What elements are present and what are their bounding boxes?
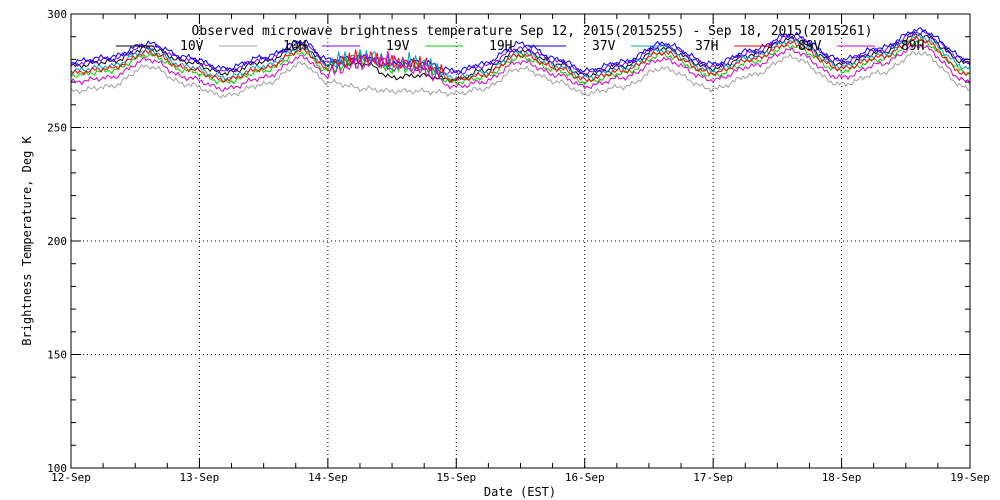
legend-label-37v: 37V	[592, 39, 616, 54]
x-axis-label: Date (EST)	[484, 485, 556, 499]
series-line-89v	[70, 35, 971, 84]
y-tick-label: 200	[47, 235, 67, 248]
x-tick-label: 12-Sep	[51, 471, 91, 484]
legend-label-37h: 37H	[695, 39, 718, 54]
x-tick-label: 14-Sep	[308, 471, 348, 484]
legend-label-10h: 10H	[283, 39, 306, 54]
legend-label-19h: 19H	[489, 39, 512, 54]
legend: 10V 10H 19V 19H 37V 37H 89V 89H	[116, 39, 924, 54]
x-tick-label: 13-Sep	[180, 471, 220, 484]
legend-label-89h: 89H	[901, 39, 924, 54]
x-tick-label: 16-Sep	[565, 471, 605, 484]
x-tick-label: 19-Sep	[950, 471, 990, 484]
x-tick-label: 15-Sep	[436, 471, 476, 484]
series-line-19v	[70, 29, 971, 77]
axis-ticks: 100 150 200 250 300 12-Sep 13-Sep 14-Sep 15-Sep 1…	[47, 8, 990, 484]
series-line-89h	[70, 43, 971, 92]
x-tick-label: 18-Sep	[822, 471, 862, 484]
y-tick-label: 300	[47, 8, 67, 21]
y-tick-label: 150	[47, 349, 67, 362]
y-tick-label: 250	[47, 122, 67, 135]
series-lines	[70, 27, 971, 99]
y-tick-label: 100	[47, 462, 67, 475]
legend-label-10v: 10V	[180, 39, 204, 54]
y-axis-label: Brightness Temperature, Deg K	[20, 135, 34, 345]
chart-title: Observed microwave brightness temperatur…	[192, 24, 873, 39]
series-line-37h	[70, 32, 971, 82]
series-line-37v	[70, 27, 971, 74]
series-line-10h	[70, 50, 971, 99]
x-tick-label: 17-Sep	[693, 471, 733, 484]
legend-label-89v: 89V	[798, 39, 822, 54]
series-line-10v	[70, 30, 971, 84]
legend-label-19v: 19V	[386, 39, 410, 54]
